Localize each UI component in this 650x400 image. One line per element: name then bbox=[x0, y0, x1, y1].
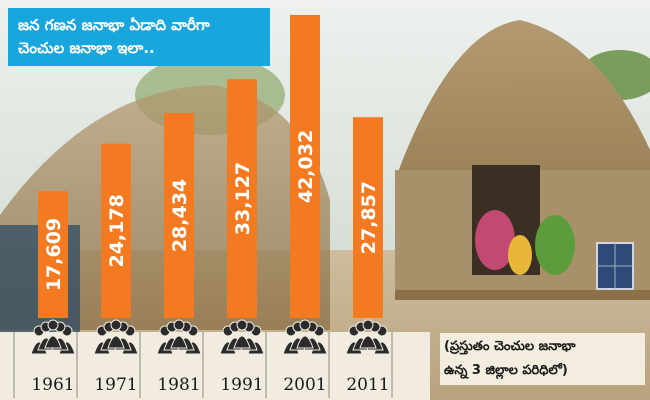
footnote-line-2: ఉన్న 3 జిల్లాల పరిధిలో) bbox=[444, 363, 568, 378]
bar-value-label: 17,609 bbox=[43, 218, 65, 291]
footnote-line-1: (ప్రస్తుతం చెంచుల జనాభా bbox=[444, 339, 576, 354]
bar-value-label: 27,857 bbox=[358, 181, 380, 254]
year-label: 1971 bbox=[94, 375, 137, 395]
bar-value-label: 33,127 bbox=[232, 162, 254, 235]
bar-value-label: 24,178 bbox=[106, 194, 128, 267]
bar-1991 bbox=[227, 79, 257, 318]
people-group-icon bbox=[219, 319, 265, 355]
bar-value-label: 28,434 bbox=[169, 179, 191, 252]
people-group-icon bbox=[345, 319, 391, 355]
bar-2001 bbox=[290, 14, 320, 318]
year-label: 1981 bbox=[157, 375, 200, 395]
year-label: 2011 bbox=[346, 375, 389, 395]
chart-title: జన గణన జనాభా ఏడాది వారీగా చెంచుల జనాభా ఇ… bbox=[8, 8, 270, 66]
people-group-icon bbox=[156, 319, 202, 355]
people-group-icon bbox=[93, 319, 139, 355]
year-label: 2001 bbox=[283, 375, 326, 395]
bar-1981 bbox=[164, 113, 194, 318]
bar-1971 bbox=[101, 143, 131, 318]
year-label: 1991 bbox=[220, 375, 263, 395]
title-line-2: చెంచుల జనాభా ఇలా.. bbox=[18, 39, 155, 57]
bar-value-label: 42,032 bbox=[295, 130, 317, 203]
year-label: 1961 bbox=[31, 375, 74, 395]
people-group-icon bbox=[30, 319, 76, 355]
footnote: (ప్రస్తుతం చెంచుల జనాభా ఉన్న 3 జిల్లాల ప… bbox=[440, 333, 645, 385]
people-group-icon bbox=[282, 319, 328, 355]
title-line-1: జన గణన జనాభా ఏడాది వారీగా bbox=[18, 16, 210, 34]
bar-2011 bbox=[353, 117, 383, 318]
bar-1961 bbox=[38, 191, 68, 318]
